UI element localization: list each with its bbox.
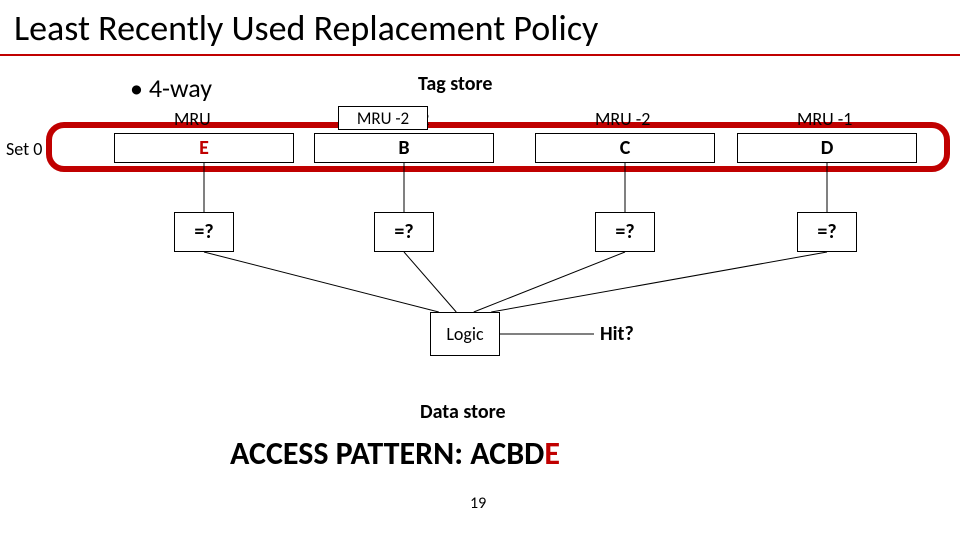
page-number: 19 [470,494,486,513]
bullet-4way: • 4-way [130,72,212,104]
set0-label: Set 0 [6,138,42,160]
comparator: =? [374,212,434,252]
cache-cell: E [114,133,294,163]
access-pattern-prefix: ACCESS PATTERN: ACBD [230,434,544,473]
mru-label: MRU [174,108,211,130]
access-pattern: ACCESS PATTERN: ACBDE [230,434,560,473]
comparator: =? [174,212,234,252]
logic-box: Logic [430,312,500,356]
title-underline [0,54,960,56]
comparator: =? [797,212,857,252]
mru-label: MRU -1 [797,108,852,130]
comparator: =? [595,212,655,252]
mru-label-box: MRU -2 [338,106,428,130]
slide-title: Least Recently Used Replacement Policy [14,6,598,50]
cache-cell: D [737,133,917,163]
mru-label: MRU -2 [595,108,650,130]
hit-label: Hit? [600,322,634,346]
data-store-label: Data store [420,400,506,424]
tag-store-label: Tag store [418,72,492,96]
cache-cell: C [535,133,715,163]
access-pattern-highlight: E [544,434,560,473]
cache-cell: B [314,133,494,163]
